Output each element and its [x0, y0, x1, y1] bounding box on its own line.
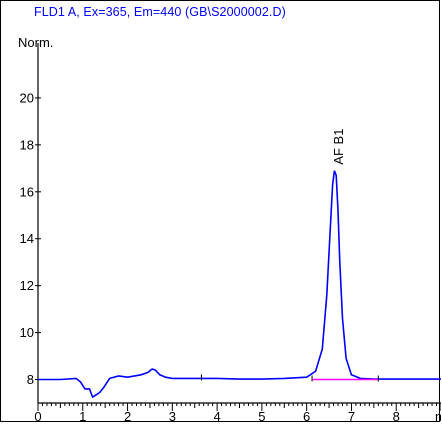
- y-tick-label: 18: [20, 137, 34, 152]
- x-tick-label: 1: [79, 409, 86, 423]
- y-tick-label: 16: [20, 184, 34, 199]
- y-tick-label: 20: [20, 90, 34, 105]
- x-axis-unit-label: m: [435, 409, 441, 423]
- x-tick-label: 3: [169, 409, 176, 423]
- series-layer: [38, 170, 441, 399]
- label-layer: Norm. m AF B1: [18, 35, 441, 423]
- peak-label: AF B1: [331, 129, 346, 165]
- x-tick-label: 7: [348, 409, 355, 423]
- x-tick-label: 0: [34, 409, 41, 423]
- x-tick-label: 4: [213, 409, 220, 423]
- y-tick-label: 12: [20, 278, 34, 293]
- y-axis-label: Norm.: [18, 35, 53, 50]
- y-tick-label: 14: [20, 231, 34, 246]
- x-tick-label: 8: [393, 409, 400, 423]
- x-tick-label: 5: [258, 409, 265, 423]
- x-tick-label: 6: [303, 409, 310, 423]
- signal-trace: [38, 170, 441, 399]
- y-tick-label: 10: [20, 325, 34, 340]
- chart-title: FLD1 A, Ex=365, Em=440 (GB\S2000002.D): [34, 5, 286, 19]
- y-tick-label: 8: [27, 372, 34, 387]
- x-tick-label: 2: [124, 409, 131, 423]
